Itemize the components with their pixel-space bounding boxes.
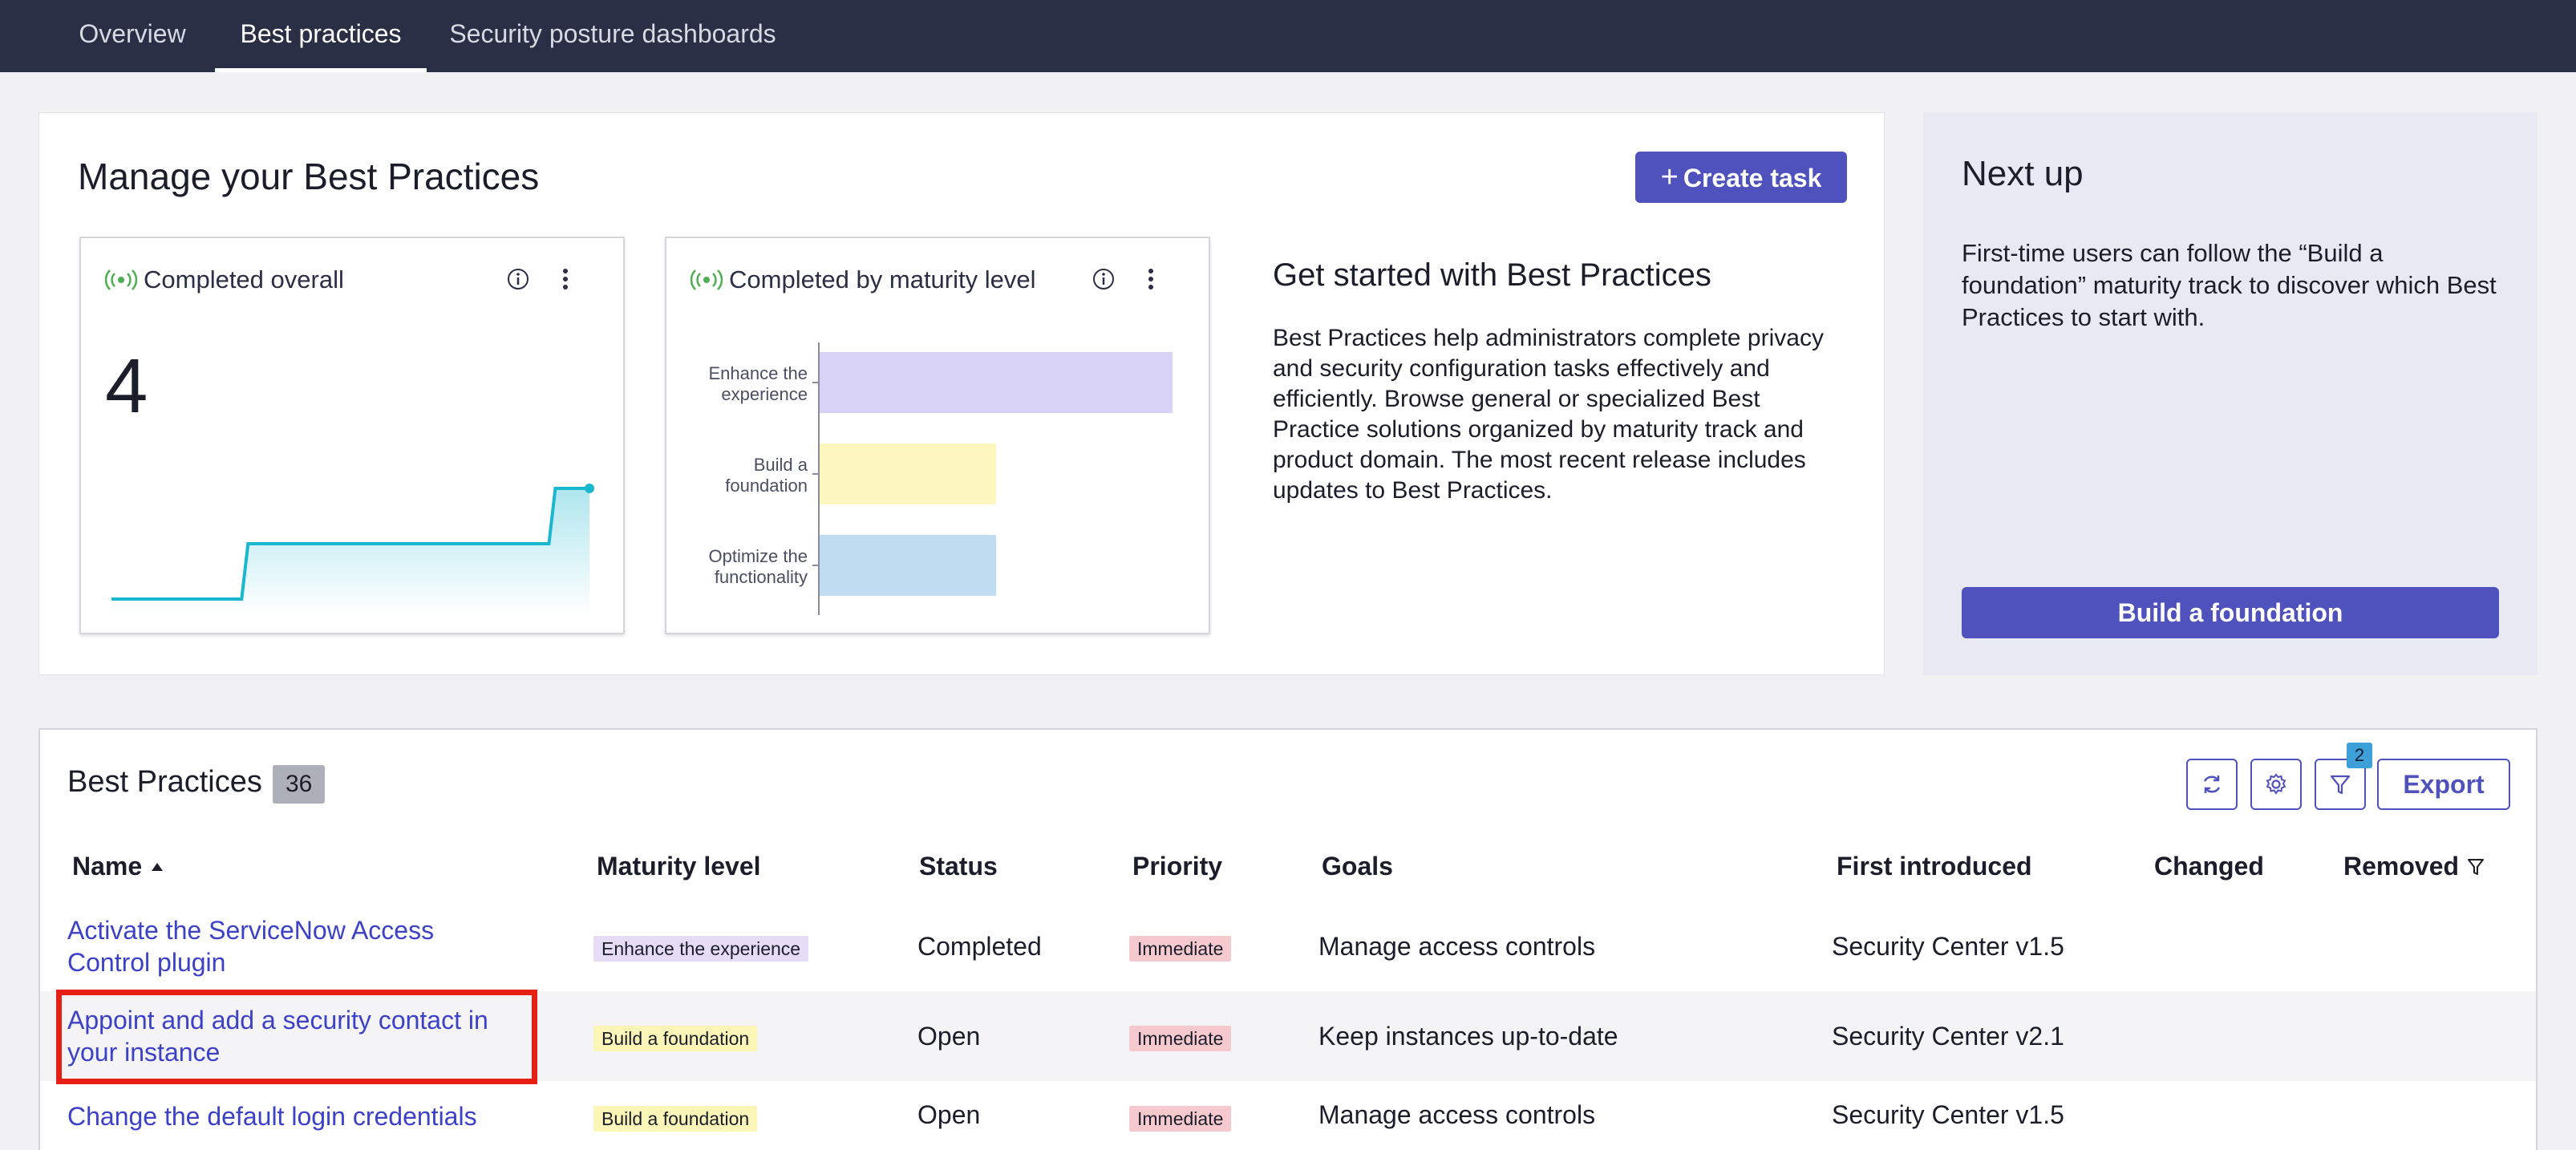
manage-best-practices-card: Manage your Best Practices + Create task … <box>38 112 1885 675</box>
priority-cell: Immediate <box>1129 1022 1232 1051</box>
best-practice-link[interactable]: Activate the ServiceNow Access Control p… <box>67 916 435 977</box>
maturity-cell: Build a foundation <box>593 1022 758 1051</box>
column-header-name[interactable]: Name <box>72 852 164 881</box>
first-introduced-cell: Security Center v2.1 <box>1832 1022 2064 1051</box>
info-icon[interactable] <box>1092 267 1116 291</box>
priority-badge: Immediate <box>1129 936 1232 962</box>
column-priority-label: Priority <box>1132 852 1223 881</box>
filter-icon <box>2330 775 2351 795</box>
column-removed-label: Removed <box>2343 852 2460 881</box>
completed-overall-sparkline <box>111 484 594 615</box>
column-changed-label: Changed <box>2154 852 2264 881</box>
column-header-goals[interactable]: Goals <box>1322 852 1393 881</box>
live-data-icon <box>691 269 723 290</box>
create-task-label: Create task <box>1683 164 1822 192</box>
goals-cell: Keep instances up-to-date <box>1318 1022 1618 1051</box>
column-filter-icon <box>2468 858 2485 875</box>
build-foundation-button[interactable]: Build a foundation <box>1962 587 2499 638</box>
manage-title: Manage your Best Practices <box>78 156 540 197</box>
get-started-body: Best Practices help administrators compl… <box>1273 325 1824 504</box>
more-options-icon[interactable] <box>561 267 570 291</box>
sort-ascending-icon <box>152 862 164 871</box>
maturity-cell: Build a foundation <box>593 1102 758 1132</box>
status-cell: Completed <box>917 932 1042 961</box>
first-introduced-cell: Security Center v1.5 <box>1832 932 2064 961</box>
category-label: Optimize the functionality <box>709 546 808 587</box>
top-tab-bar: Overview Best practices Security posture… <box>0 0 2576 72</box>
best-practice-link[interactable]: Appoint and add a security contact in yo… <box>67 1006 488 1067</box>
priority-cell: Immediate <box>1129 1102 1232 1132</box>
settings-button[interactable] <box>2250 759 2302 810</box>
tab-best-practices[interactable]: Best practices <box>215 0 427 72</box>
info-icon[interactable] <box>506 267 530 291</box>
count-badge: 36 <box>273 765 326 804</box>
bar-enhance-the-experience[interactable] <box>820 352 1173 413</box>
maturity-badge: Build a foundation <box>593 1026 758 1051</box>
priority-badge: Immediate <box>1129 1026 1232 1051</box>
maturity-bar-chart: Enhance the experience Build a foundation Op… <box>708 342 1173 615</box>
completed-overall-widget: Completed overall 4 <box>79 237 625 634</box>
column-first-introduced-label: First introduced <box>1837 852 2032 881</box>
status-cell: Open <box>917 1022 981 1051</box>
completed-overall-value: 4 <box>105 343 148 429</box>
column-name-label: Name <box>72 852 143 881</box>
goals-cell: Manage access controls <box>1318 1100 1596 1129</box>
bar-optimize-the-functionality[interactable] <box>820 535 996 596</box>
category-label: Build a foundation <box>725 455 808 496</box>
completed-by-maturity-title: Completed by maturity level <box>729 265 1036 294</box>
completed-overall-title: Completed overall <box>144 265 344 294</box>
next-up-body: First-time users can follow the “Build a… <box>1962 239 2497 331</box>
next-up-card: Next up First-time users can follow the … <box>1923 112 2538 675</box>
refresh-icon <box>2203 775 2221 793</box>
maturity-badge: Build a foundation <box>593 1106 758 1132</box>
tab-overview[interactable]: Overview <box>79 19 186 48</box>
column-header-priority[interactable]: Priority <box>1132 852 1222 881</box>
sparkline-end-point <box>585 484 594 493</box>
column-goals-label: Goals <box>1322 852 1393 881</box>
refresh-button[interactable] <box>2186 759 2238 810</box>
column-header-status[interactable]: Status <box>919 852 998 881</box>
plus-icon: + <box>1660 160 1679 194</box>
sparkline-line <box>111 487 589 601</box>
table-row: Activate the ServiceNow Access Control p… <box>40 901 2536 991</box>
column-header-changed[interactable]: Changed <box>2154 852 2264 881</box>
column-header-maturity[interactable]: Maturity level <box>597 852 761 881</box>
table-row: Appoint and add a security contact in yo… <box>40 991 2536 1081</box>
filter-count-badge: 2 <box>2347 743 2372 768</box>
best-practice-link[interactable]: Change the default login credentials <box>67 1102 477 1131</box>
maturity-badge: Enhance the experience <box>593 936 809 962</box>
maturity-cell: Enhance the experience <box>593 932 809 962</box>
tab-security-posture-dashboards[interactable]: Security posture dashboards <box>449 19 776 48</box>
export-button[interactable]: Export <box>2377 759 2510 810</box>
column-maturity-label: Maturity level <box>597 852 761 881</box>
column-header-removed[interactable]: Removed <box>2343 852 2485 881</box>
first-introduced-cell: Security Center v1.5 <box>1832 1100 2064 1129</box>
category-label: Enhance the experience <box>708 363 808 404</box>
create-task-button[interactable]: + Create task <box>1635 152 1847 203</box>
goals-cell: Manage access controls <box>1318 932 1596 961</box>
live-data-icon <box>105 269 137 290</box>
priority-cell: Immediate <box>1129 932 1232 962</box>
status-cell: Open <box>917 1100 981 1129</box>
list-title: Best Practices <box>67 765 262 799</box>
completed-overall-header: Completed overall <box>105 265 344 294</box>
column-status-label: Status <box>919 852 998 881</box>
more-options-icon[interactable] <box>1146 267 1156 291</box>
completed-by-maturity-widget: Completed by maturity level Enhance the e… <box>665 237 1210 634</box>
column-header-first-introduced[interactable]: First introduced <box>1837 852 2032 881</box>
best-practices-list: Best Practices 36 2 Export Name Maturity… <box>38 728 2538 1150</box>
gear-icon <box>2266 773 2286 795</box>
priority-badge: Immediate <box>1129 1106 1232 1132</box>
bar-build-a-foundation[interactable] <box>820 443 996 504</box>
next-up-title: Next up <box>1962 154 2084 193</box>
completed-by-maturity-header: Completed by maturity level <box>691 265 1036 294</box>
sparkline-area <box>111 488 589 615</box>
table-row: Change the default login credentials Bui… <box>40 1081 2536 1150</box>
get-started-title: Get started with Best Practices <box>1273 257 1711 293</box>
